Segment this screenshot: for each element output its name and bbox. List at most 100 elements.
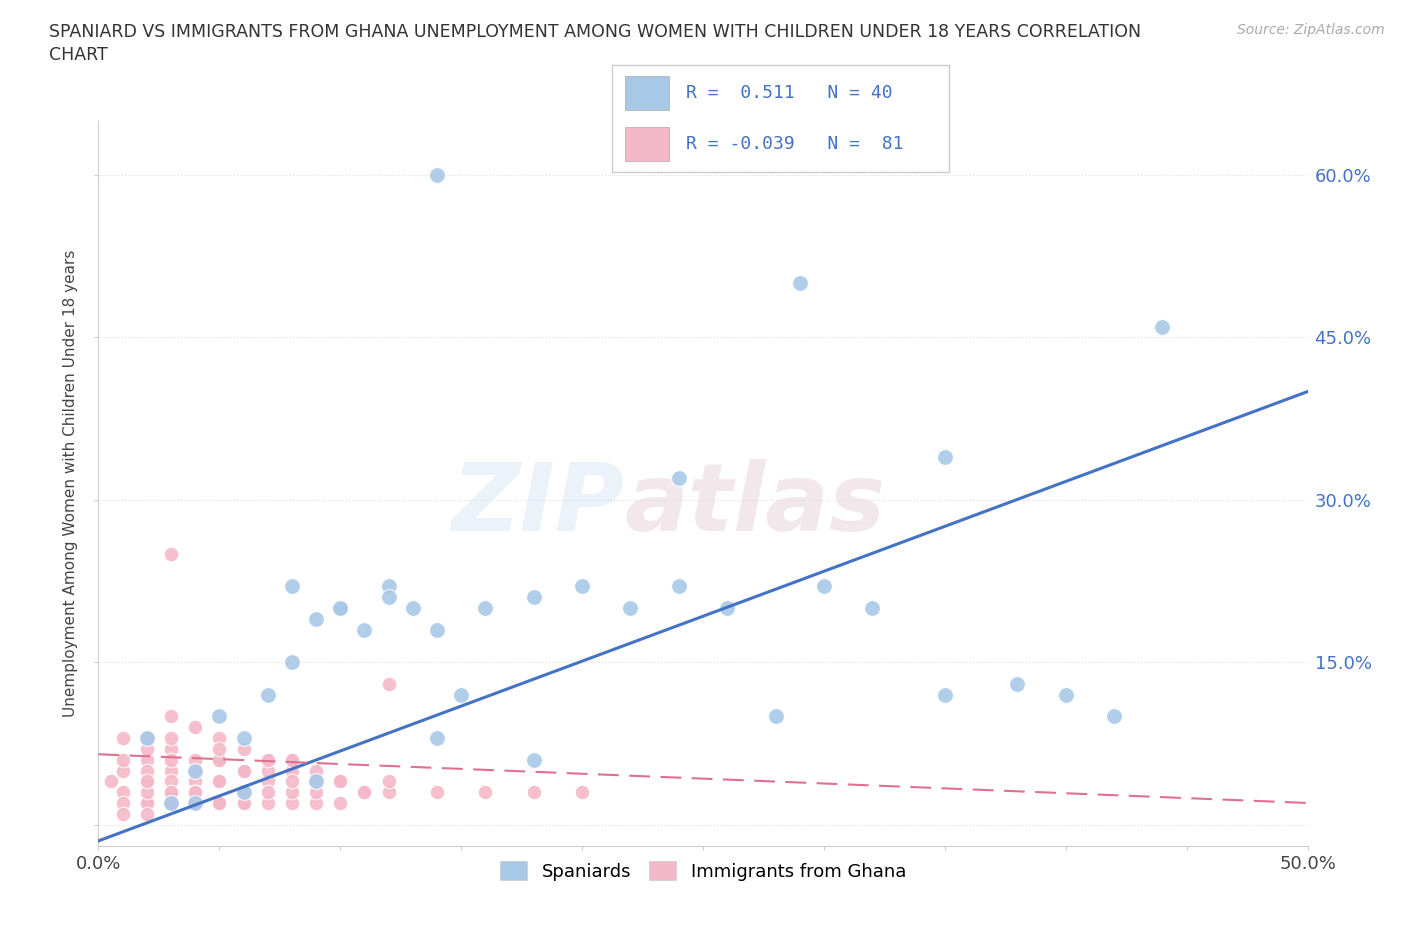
Text: Source: ZipAtlas.com: Source: ZipAtlas.com xyxy=(1237,23,1385,37)
Point xyxy=(619,601,641,616)
Point xyxy=(377,590,399,604)
Point xyxy=(571,785,593,800)
Point xyxy=(184,774,207,789)
Point xyxy=(135,785,157,800)
Point xyxy=(402,601,425,616)
Point xyxy=(184,764,207,778)
Point xyxy=(135,731,157,746)
Point xyxy=(716,601,738,616)
Point xyxy=(208,752,231,767)
Point xyxy=(184,720,207,735)
Point xyxy=(305,764,328,778)
Point xyxy=(281,655,304,670)
FancyBboxPatch shape xyxy=(626,127,669,162)
Point xyxy=(523,590,546,604)
Point xyxy=(668,579,690,594)
Point xyxy=(208,752,231,767)
Point xyxy=(232,764,254,778)
Point xyxy=(184,795,207,810)
Point xyxy=(426,167,449,182)
Point xyxy=(232,785,254,800)
Point xyxy=(305,774,328,789)
Point xyxy=(377,676,399,691)
Point xyxy=(426,622,449,637)
Point xyxy=(160,785,183,800)
Y-axis label: Unemployment Among Women with Children Under 18 years: Unemployment Among Women with Children U… xyxy=(63,250,79,717)
Point xyxy=(208,709,231,724)
Point xyxy=(111,806,134,821)
Point xyxy=(305,774,328,789)
Point xyxy=(184,795,207,810)
Point xyxy=(256,774,278,789)
Point xyxy=(377,579,399,594)
Point xyxy=(353,622,375,637)
Point xyxy=(135,795,157,810)
Point xyxy=(426,731,449,746)
Point xyxy=(281,774,304,789)
Point xyxy=(523,785,546,800)
Text: SPANIARD VS IMMIGRANTS FROM GHANA UNEMPLOYMENT AMONG WOMEN WITH CHILDREN UNDER 1: SPANIARD VS IMMIGRANTS FROM GHANA UNEMPL… xyxy=(49,23,1142,41)
Point xyxy=(208,795,231,810)
Point xyxy=(813,579,835,594)
Point xyxy=(184,752,207,767)
FancyBboxPatch shape xyxy=(626,76,669,110)
Point xyxy=(765,709,787,724)
Point xyxy=(135,774,157,789)
Point xyxy=(329,601,352,616)
Point xyxy=(135,731,157,746)
Point xyxy=(523,752,546,767)
Point xyxy=(305,795,328,810)
Point xyxy=(135,741,157,756)
Text: R =  0.511   N = 40: R = 0.511 N = 40 xyxy=(686,84,893,102)
Point xyxy=(232,785,254,800)
Point xyxy=(208,731,231,746)
Point xyxy=(1102,709,1125,724)
Point xyxy=(1007,676,1029,691)
Point xyxy=(256,785,278,800)
Point xyxy=(329,774,352,789)
Point xyxy=(135,752,157,767)
Text: atlas: atlas xyxy=(624,459,886,551)
Point xyxy=(256,752,278,767)
Point xyxy=(281,752,304,767)
Text: CHART: CHART xyxy=(49,46,108,64)
Point xyxy=(208,795,231,810)
Point xyxy=(208,741,231,756)
Text: ZIP: ZIP xyxy=(451,459,624,551)
Point xyxy=(100,774,122,789)
Point xyxy=(111,752,134,767)
Point xyxy=(934,449,956,464)
Point xyxy=(160,741,183,756)
Point xyxy=(474,785,496,800)
Point xyxy=(329,795,352,810)
Point xyxy=(111,785,134,800)
Point xyxy=(232,764,254,778)
Point xyxy=(160,764,183,778)
Point xyxy=(135,774,157,789)
Point xyxy=(377,785,399,800)
Point xyxy=(426,785,449,800)
Point xyxy=(860,601,883,616)
Point xyxy=(329,774,352,789)
Point xyxy=(232,741,254,756)
Point xyxy=(160,731,183,746)
Point xyxy=(256,764,278,778)
Point xyxy=(160,795,183,810)
Point xyxy=(184,785,207,800)
Point xyxy=(256,752,278,767)
Text: R = -0.039   N =  81: R = -0.039 N = 81 xyxy=(686,135,903,153)
Point xyxy=(353,785,375,800)
Point xyxy=(281,752,304,767)
Point xyxy=(1152,319,1174,334)
Point xyxy=(789,276,811,291)
Legend: Spaniards, Immigrants from Ghana: Spaniards, Immigrants from Ghana xyxy=(492,855,914,888)
Point xyxy=(281,764,304,778)
Point xyxy=(305,612,328,627)
Point xyxy=(208,795,231,810)
Point xyxy=(160,752,183,767)
Point xyxy=(232,785,254,800)
Point xyxy=(135,806,157,821)
Point xyxy=(135,764,157,778)
Point xyxy=(160,785,183,800)
Point xyxy=(184,795,207,810)
